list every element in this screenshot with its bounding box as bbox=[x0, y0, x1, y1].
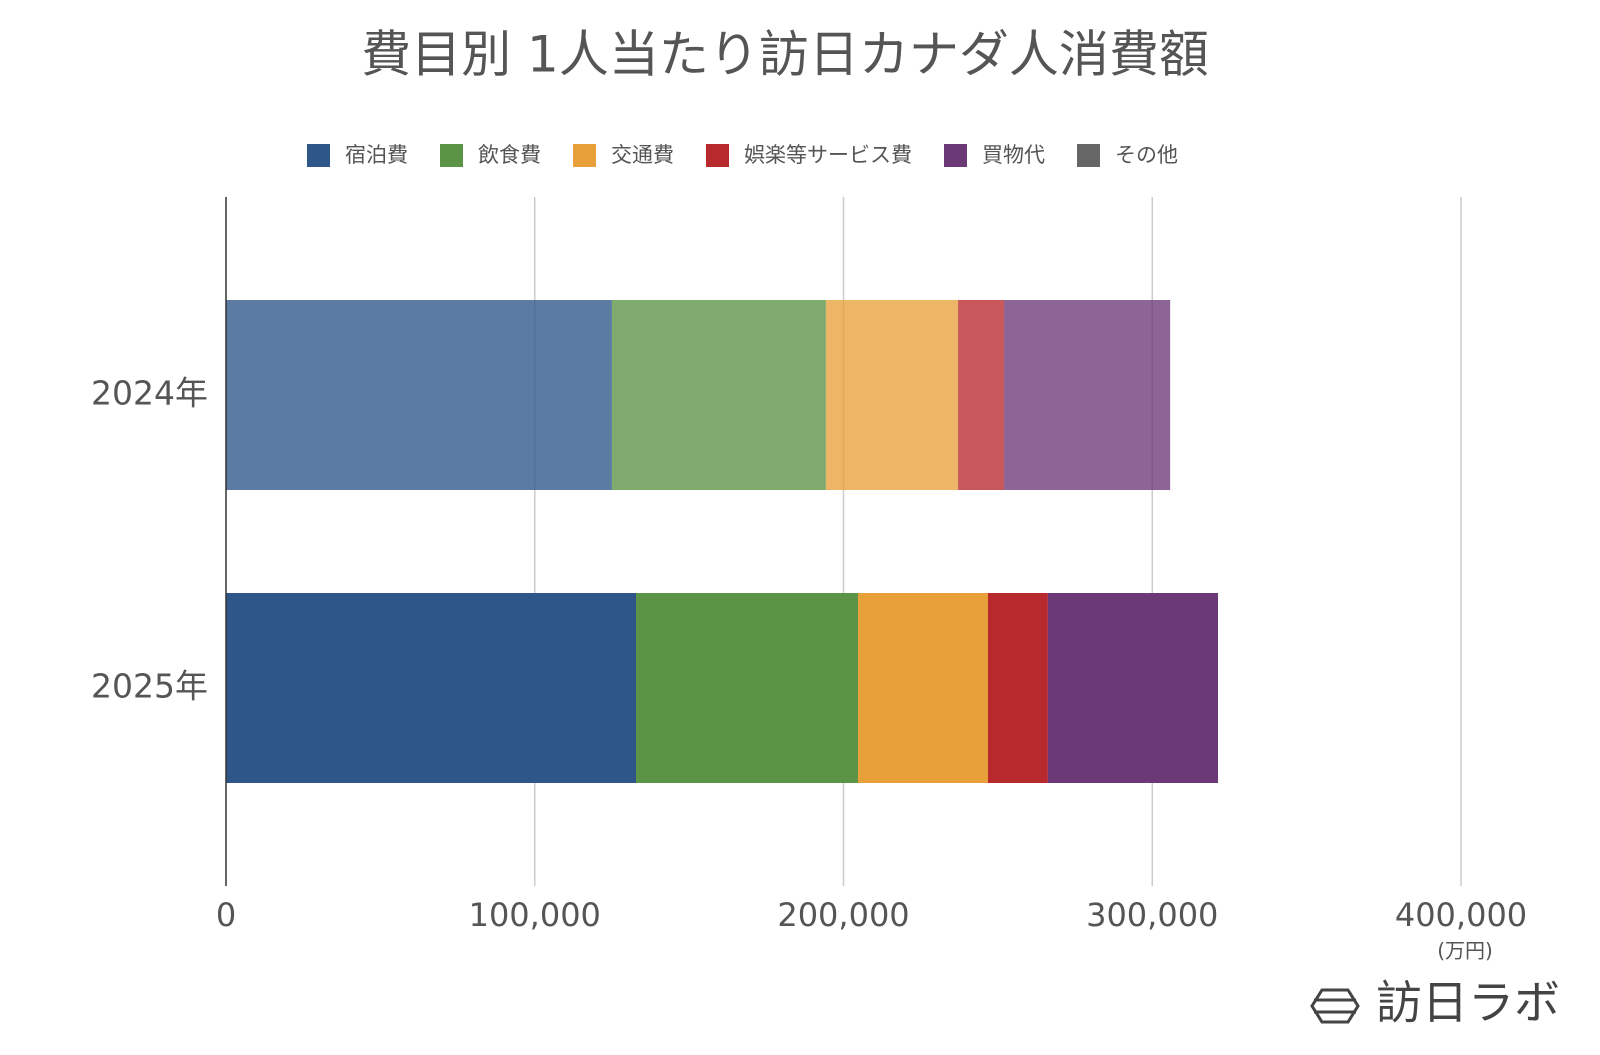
legend-item: 宿泊費 bbox=[307, 143, 408, 167]
legend-swatch bbox=[440, 144, 463, 167]
x-tick-label: 400,000 bbox=[1395, 896, 1527, 934]
brand-icon bbox=[1310, 988, 1360, 1024]
legend-item: その他 bbox=[1077, 143, 1178, 167]
bar-segment bbox=[858, 593, 988, 783]
legend-label: 買物代 bbox=[982, 143, 1045, 167]
chart-title: 費目別 1人当たり訪日カナダ人消費額 bbox=[361, 26, 1209, 84]
x-tick-label: 300,000 bbox=[1086, 896, 1218, 934]
legend-item: 娯楽等サービス費 bbox=[706, 143, 912, 167]
bar-segment bbox=[611, 300, 826, 490]
legend-label: その他 bbox=[1115, 143, 1178, 167]
legend-swatch bbox=[573, 144, 596, 167]
legend-label: 宿泊費 bbox=[345, 143, 408, 167]
bar-segment bbox=[1047, 593, 1219, 783]
legend-swatch bbox=[1077, 144, 1100, 167]
legend-swatch bbox=[706, 144, 729, 167]
y-tick-label: 2024年 bbox=[91, 374, 208, 413]
bar-segment bbox=[987, 593, 1048, 783]
legend-label: 飲食費 bbox=[478, 143, 541, 167]
legend-label: 娯楽等サービス費 bbox=[744, 143, 912, 167]
x-tick-label: 200,000 bbox=[777, 896, 909, 934]
legend-label: 交通費 bbox=[611, 143, 674, 167]
x-tick-label: 100,000 bbox=[469, 896, 601, 934]
unit-label: (万円) bbox=[1437, 939, 1493, 963]
bar-segment bbox=[958, 300, 1005, 490]
brand-logo: 訪日ラボ bbox=[1310, 976, 1560, 1030]
legend-swatch bbox=[307, 144, 330, 167]
bar-segment bbox=[825, 300, 959, 490]
bar-segment bbox=[226, 593, 637, 783]
brand-text: 訪日ラボ bbox=[1376, 976, 1560, 1030]
legend-item: 買物代 bbox=[944, 143, 1045, 167]
bar-segment bbox=[226, 300, 612, 490]
legend-swatch bbox=[944, 144, 967, 167]
x-tick-label: 0 bbox=[216, 896, 236, 934]
y-tick-label: 2025年 bbox=[91, 667, 208, 706]
legend-item: 交通費 bbox=[573, 143, 674, 167]
bar-segment bbox=[636, 593, 859, 783]
legend-item: 飲食費 bbox=[440, 143, 541, 167]
bar-segment bbox=[1004, 300, 1171, 490]
